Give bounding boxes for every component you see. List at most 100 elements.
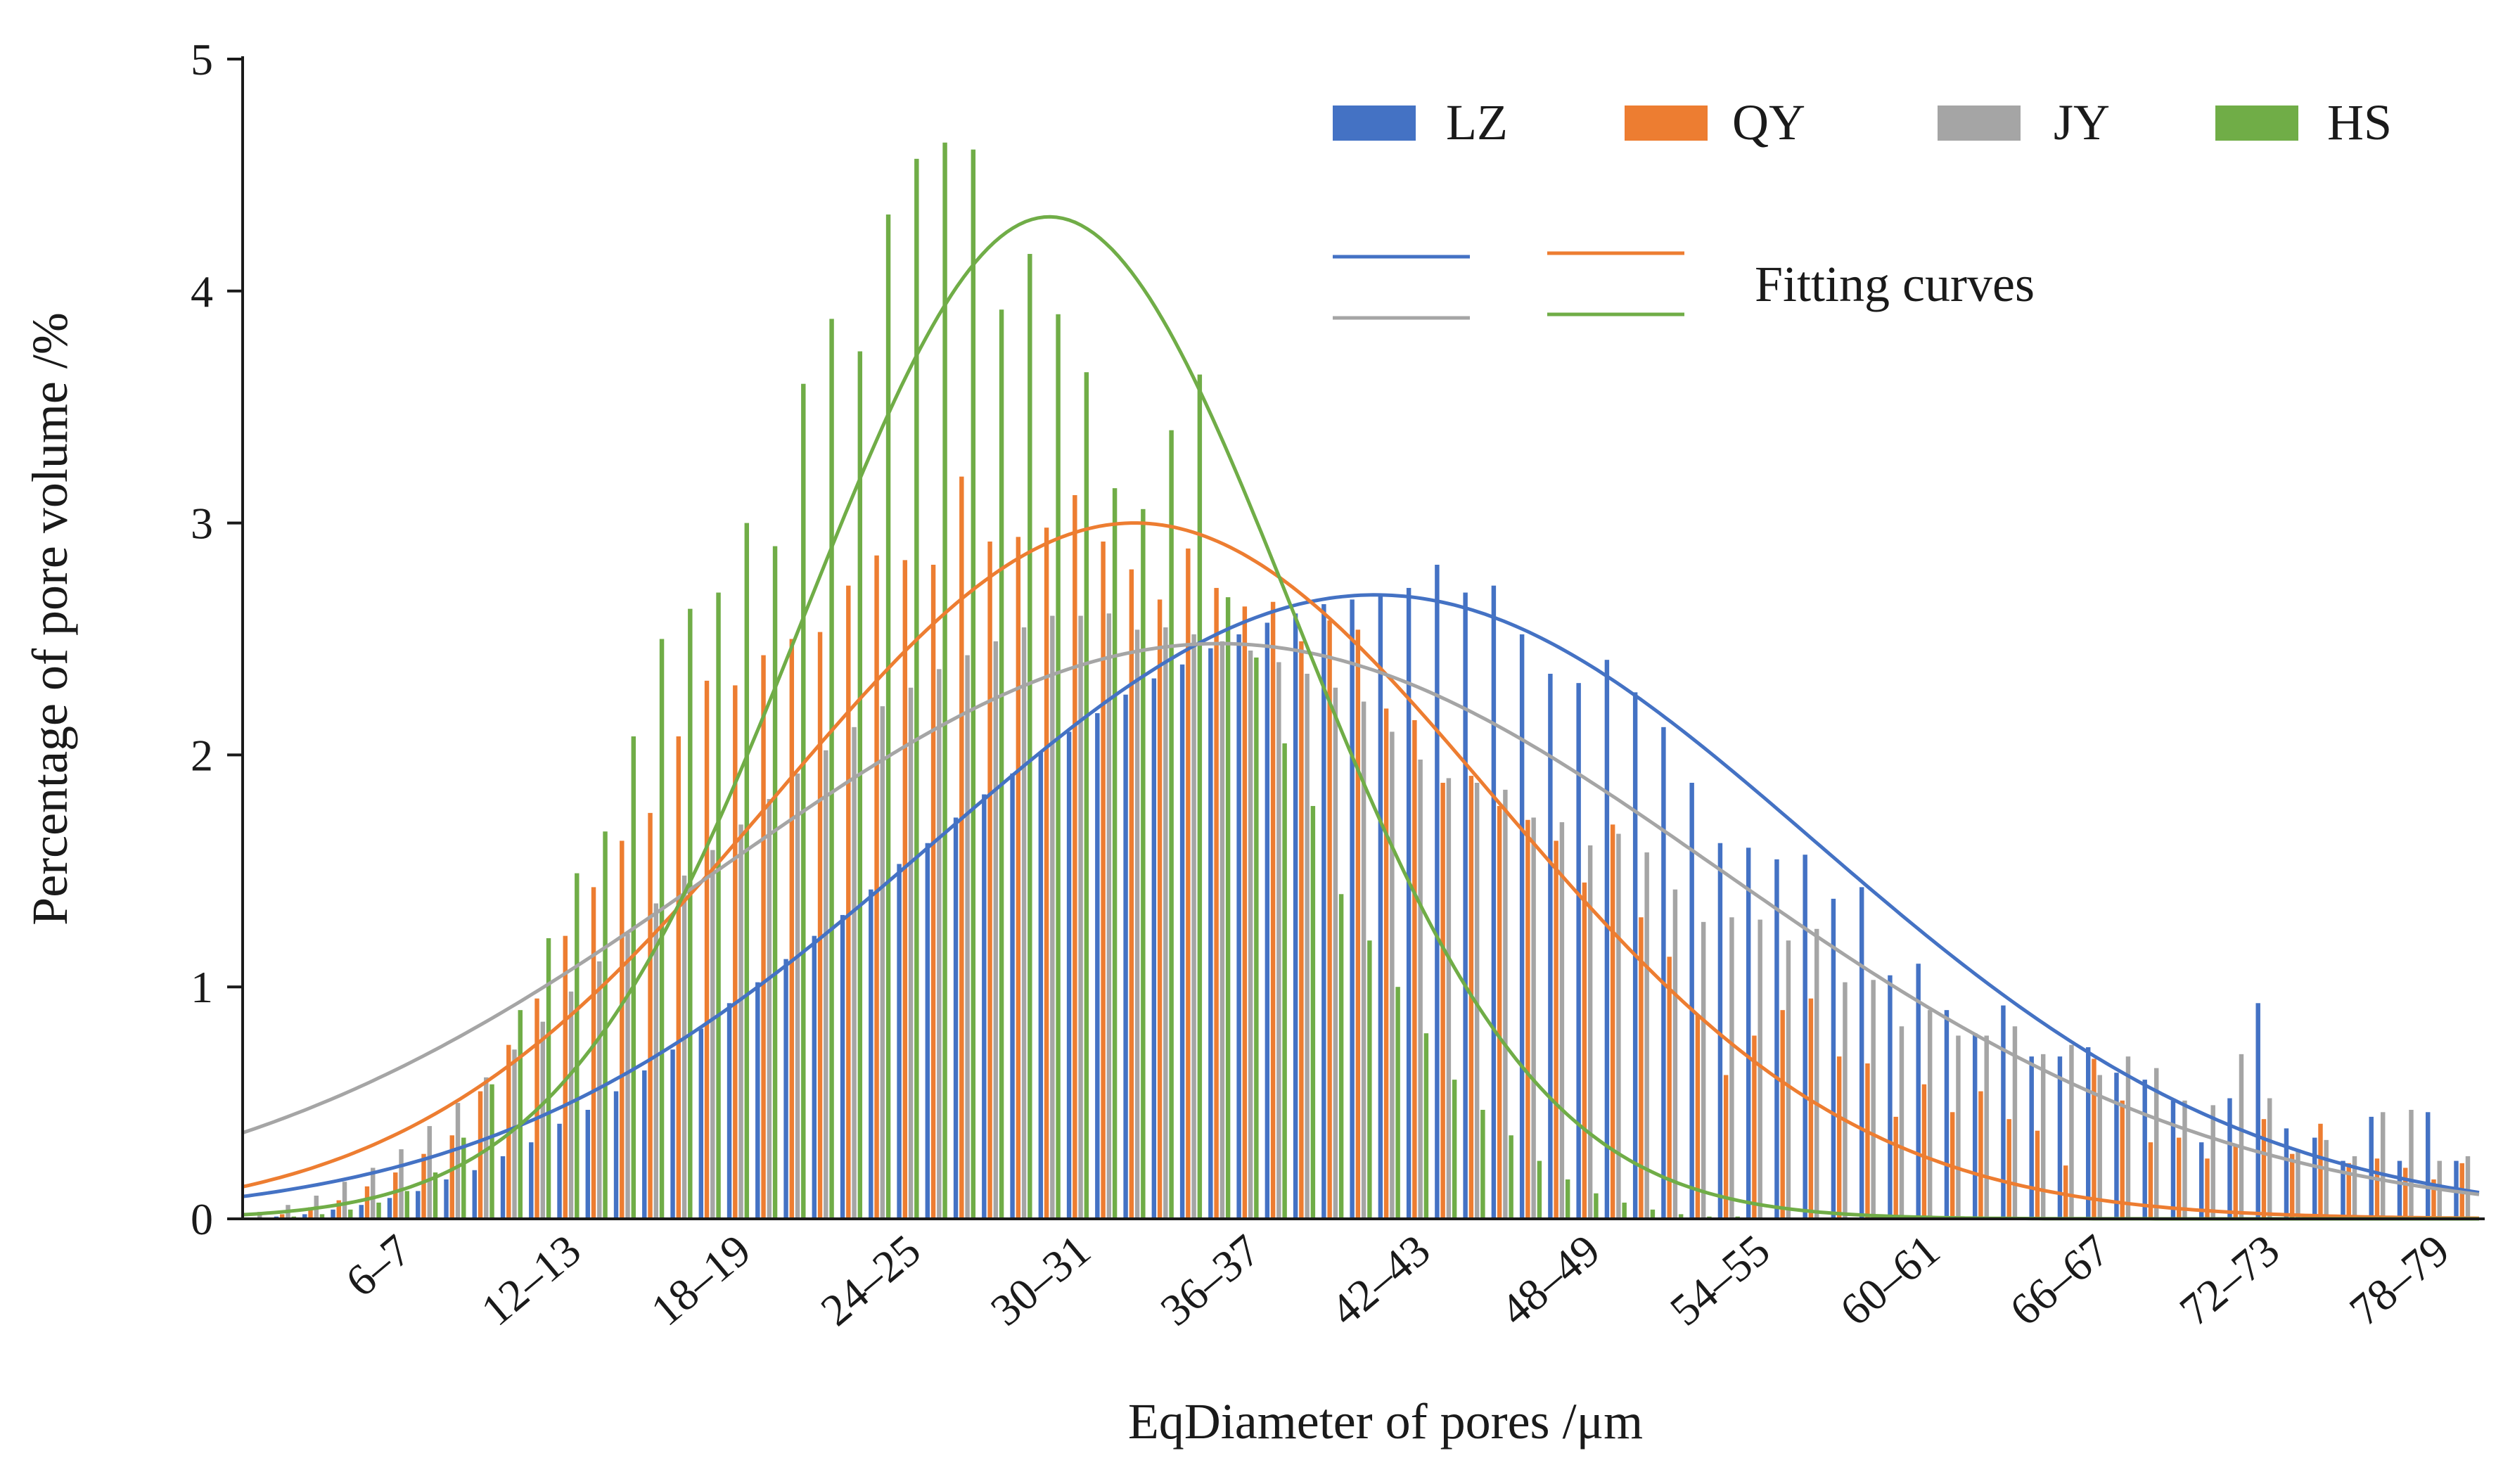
bar-qy — [1299, 641, 1304, 1219]
bar-lz — [1435, 564, 1440, 1219]
bar-lz — [1944, 1010, 1950, 1219]
bar-jy — [1899, 1026, 1905, 1219]
x-tick-label: 36–37 — [1151, 1224, 1269, 1335]
bar-jy — [1927, 1010, 1933, 1219]
bar-jy — [2097, 1075, 2102, 1219]
bar-jy — [1390, 731, 1395, 1219]
bar-lz — [613, 1091, 619, 1219]
fitting-curve-qy — [242, 521, 2480, 1220]
bar-jy — [1191, 634, 1196, 1219]
bar-lz — [1038, 753, 1044, 1219]
bar-qy — [2006, 1119, 2011, 1219]
bar-jy — [993, 641, 999, 1219]
bar-jy — [1644, 852, 1649, 1219]
bar-qy — [2233, 1144, 2238, 1219]
fitting-curve-lz — [242, 593, 2480, 1198]
bar-hs — [348, 1209, 353, 1219]
bar-lz — [812, 935, 817, 1219]
bar-jy — [2125, 1056, 2131, 1219]
bar-hs — [1509, 1135, 1513, 1219]
bar-jy — [2296, 1149, 2300, 1219]
bar-lz — [1519, 634, 1525, 1219]
legend-swatch-qy — [1625, 105, 1708, 141]
bar-lz — [2029, 1056, 2034, 1219]
bar-jy — [2069, 1044, 2074, 1219]
x-tick-label: 18–19 — [641, 1224, 760, 1335]
bar-jy — [681, 875, 687, 1219]
bar-qy — [1186, 548, 1191, 1219]
bar-qy — [1497, 805, 1502, 1219]
bar-jy — [2012, 1026, 2018, 1219]
bar-hs — [942, 142, 947, 1220]
bar-qy — [1865, 1063, 1870, 1219]
bar-hs — [1650, 1209, 1656, 1219]
bar-lz — [783, 959, 788, 1219]
bar-hs — [603, 831, 608, 1219]
bar-hs — [1254, 657, 1259, 1219]
y-tick-label: 0 — [191, 1194, 213, 1244]
bar-qy — [902, 560, 908, 1219]
bar-hs — [1452, 1080, 1457, 1219]
bar-lz — [2284, 1128, 2289, 1219]
bar-hs — [404, 1191, 409, 1219]
bar-qy — [1836, 1056, 1842, 1219]
bar-jy — [1616, 833, 1621, 1219]
bar-jy — [399, 1149, 404, 1219]
bar-lz — [1717, 843, 1723, 1219]
bar-jy — [1163, 627, 1168, 1219]
bar-qy — [1780, 1010, 1785, 1219]
x-tick-label: 66–67 — [2000, 1224, 2118, 1335]
bar-hs — [461, 1137, 466, 1219]
bar-lz — [1803, 855, 1807, 1219]
bar-lz — [2341, 1160, 2345, 1219]
bar-jy — [2352, 1156, 2357, 1219]
bar-lz — [1066, 731, 1072, 1219]
bar-hs — [1565, 1179, 1570, 1219]
y-tick-label: 4 — [191, 267, 213, 316]
bar-jy — [1134, 629, 1140, 1219]
bar-jy — [1814, 928, 1819, 1219]
bar-hs — [1197, 374, 1203, 1219]
x-tick-label: 30–31 — [981, 1224, 1099, 1335]
bar-qy — [2261, 1119, 2267, 1219]
bar-lz — [359, 1205, 364, 1219]
bar-lz — [529, 1142, 534, 1219]
bar-qy — [1214, 587, 1219, 1219]
bar-hs — [319, 1214, 325, 1219]
bar-qy — [1327, 620, 1332, 1219]
bar-lz — [2199, 1142, 2204, 1219]
bar-hs — [659, 639, 665, 1219]
bar-lz — [1151, 678, 1157, 1219]
x-tick-label: 54–55 — [1660, 1224, 1779, 1335]
bar-qy — [761, 655, 766, 1219]
bar-jy — [738, 824, 743, 1219]
bar-qy — [1893, 1116, 1898, 1219]
bar-qy — [1129, 569, 1134, 1219]
bar-jy — [1050, 615, 1055, 1219]
bar-jy — [908, 687, 914, 1219]
bar-hs — [971, 149, 976, 1219]
bar-lz — [1661, 727, 1666, 1219]
bar-jy — [1984, 1035, 1989, 1219]
bar-jy — [767, 799, 772, 1219]
bar-hs — [1537, 1160, 1542, 1219]
bar-lz — [1378, 594, 1383, 1219]
bar-jy — [1672, 889, 1678, 1219]
bar-qy — [2120, 1100, 2125, 1219]
bar-hs — [999, 309, 1004, 1220]
bar-qy — [1610, 824, 1615, 1219]
bar-qy — [1412, 719, 1417, 1219]
bar-lz — [2397, 1160, 2402, 1219]
bar-jy — [2040, 1054, 2046, 1219]
legend-fitting-label: Fitting curves — [1755, 256, 2035, 312]
bar-jy — [1248, 650, 1253, 1219]
bar-hs — [1678, 1214, 1684, 1219]
bar-qy — [563, 935, 568, 1219]
bar-lz — [698, 1028, 704, 1219]
bar-qy — [704, 680, 710, 1219]
bar-qy — [393, 1172, 398, 1219]
bar-lz — [585, 1109, 591, 1219]
bar-hs — [1282, 743, 1287, 1219]
bar-qy — [846, 585, 851, 1219]
bar-qy — [1525, 819, 1530, 1219]
